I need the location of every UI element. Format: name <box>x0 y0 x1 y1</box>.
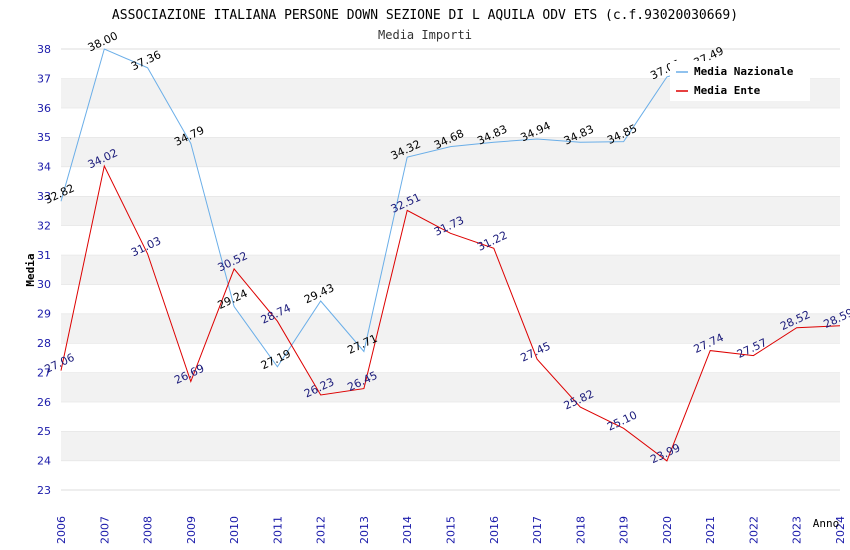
legend-label-media-ente: Media Ente <box>694 84 761 97</box>
y-tick-label: 25 <box>37 425 51 438</box>
x-tick-label: 2022 <box>747 516 760 544</box>
grid-band <box>61 372 840 402</box>
x-tick-label: 2024 <box>834 516 847 544</box>
x-tick-label: 2020 <box>661 516 674 544</box>
y-tick-label: 28 <box>37 337 51 350</box>
y-tick-label: 23 <box>37 484 51 497</box>
series-line-1 <box>60 164 841 462</box>
grid-band <box>61 254 840 285</box>
x-tick-label: 2021 <box>704 516 717 544</box>
y-tick-label: 34 <box>37 161 51 174</box>
x-axis-ticks: 2006 2007 2008 2009 2010 2011 2012 2013 2014 2015… <box>55 516 847 544</box>
grid-band <box>61 460 840 490</box>
chart-title: ASSOCIAZIONE ITALIANA PERSONE DOWN SEZIO… <box>112 8 738 23</box>
grid-band <box>61 137 840 167</box>
y-tick-label: 31 <box>37 249 51 262</box>
x-tick-label: 2013 <box>358 516 371 544</box>
x-tick-label: 2023 <box>791 516 804 544</box>
x-axis-label: Anno <box>813 517 840 530</box>
series-line-0 <box>60 48 711 368</box>
x-tick-label: 2012 <box>315 516 328 544</box>
x-tick-label: 2011 <box>271 516 284 544</box>
x-tick-label: 2015 <box>445 516 458 544</box>
grid-band <box>61 431 840 461</box>
y-tick-label: 26 <box>37 396 51 409</box>
y-tick-label: 38 <box>37 43 51 56</box>
x-tick-label: 2018 <box>574 516 587 544</box>
x-tick-label: 2007 <box>98 516 111 544</box>
y-tick-label: 32 <box>37 219 51 232</box>
grid-band <box>61 284 840 314</box>
x-tick-label: 2009 <box>185 516 198 544</box>
y-tick-label: 37 <box>37 72 51 85</box>
chart-subtitle: Media Importi <box>378 28 472 42</box>
y-tick-label: 27 <box>37 366 51 379</box>
x-tick-label: 2008 <box>142 516 155 544</box>
y-tick-label: 33 <box>37 190 51 203</box>
x-tick-label: 2010 <box>228 516 241 544</box>
grid-band <box>61 196 840 226</box>
y-axis-ticks: 23 24 25 26 27 28 29 30 31 32 33 34 35 36 37 38 <box>37 43 51 497</box>
grid-band <box>61 166 840 196</box>
x-tick-label: 2019 <box>618 516 631 544</box>
x-tick-label: 2014 <box>401 516 414 544</box>
grid-band <box>61 401 840 432</box>
x-tick-label: 2006 <box>55 516 68 544</box>
grid-band <box>61 107 840 138</box>
x-tick-label: 2016 <box>488 516 501 544</box>
y-tick-label: 24 <box>37 455 51 468</box>
grid-band <box>61 313 840 343</box>
y-tick-label: 36 <box>37 102 51 115</box>
grid-band <box>61 225 840 255</box>
legend-label-media-nazionale: Media Nazionale <box>694 65 794 78</box>
legend-box <box>670 61 810 101</box>
grid-band <box>61 343 840 373</box>
y-tick-label: 30 <box>37 278 51 291</box>
y-tick-label: 35 <box>37 131 51 144</box>
grid-bands <box>61 48 840 491</box>
x-tick-label: 2017 <box>531 516 544 544</box>
y-axis-label: Media <box>24 253 37 286</box>
series-lines <box>60 48 841 462</box>
legend: Media Nazionale Media Ente <box>670 61 810 101</box>
y-tick-label: 29 <box>37 308 51 321</box>
